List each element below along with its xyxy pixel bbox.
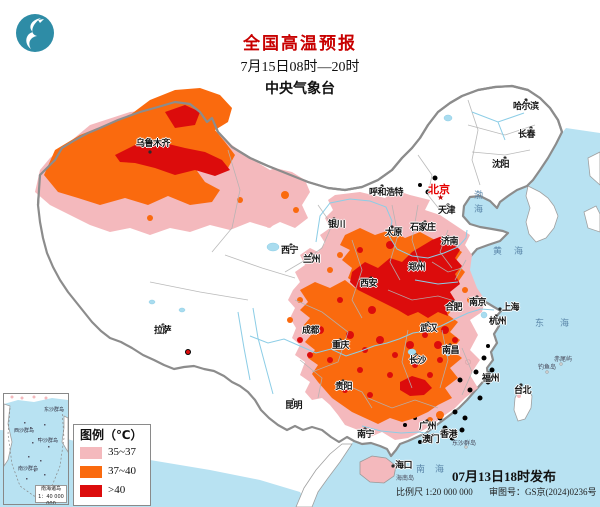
legend-swatch-pink <box>80 446 102 459</box>
approval-number: 审图号：GS京(2024)0236号 <box>489 487 597 497</box>
city-label-kunming: 昆明 <box>285 401 303 411</box>
city-label-jinan: 济南 <box>441 237 459 247</box>
sea-label-south-china-sea: 南海 <box>416 465 455 475</box>
city-label-beijing: 北京 <box>428 183 450 196</box>
city-label-haikou: 海口 <box>395 461 413 471</box>
map-scale-text: 比例尺 1:20 000 000 <box>396 487 473 497</box>
island-label-chiwei: 赤尾屿 <box>554 356 573 363</box>
inset-scale: 1：40 000 000 <box>38 493 64 505</box>
inset-label-nansha: 南沙群岛 <box>18 466 39 472</box>
legend-label: 35~37 <box>108 446 136 458</box>
legend-swatch-orange <box>80 465 102 478</box>
city-label-lhasa: 拉萨 <box>154 326 172 336</box>
zone-above-40 <box>115 105 462 398</box>
korea-peninsula <box>525 185 559 243</box>
legend-row: 35~37 <box>74 443 150 462</box>
capital-star-icon: ★ <box>437 193 445 202</box>
city-label-taiyuan: 太原 <box>385 228 403 238</box>
city-label-shenyang: 沈阳 <box>492 160 510 170</box>
city-label-tianjin: 天津 <box>438 206 456 216</box>
city-dots <box>148 98 533 468</box>
issue-time: 07月13日18时发布 <box>452 469 557 484</box>
province-borders <box>149 99 536 409</box>
legend-label: >40 <box>108 484 126 496</box>
inset-label-dongsha: 东沙群岛 <box>44 407 65 413</box>
sea-label-bohai: 渤海 <box>472 190 482 218</box>
city-label-nanjing: 南京 <box>469 298 487 308</box>
inset-label-zhongsha: 中沙群岛 <box>38 438 59 444</box>
city-label-harbin: 哈尔滨 <box>513 102 539 112</box>
south-china-sea-inset: 东沙群岛 西沙群岛 中沙群岛 南沙群岛 南海诸岛 1：40 000 000 <box>3 393 69 505</box>
city-label-yinchuan: 银川 <box>328 220 346 230</box>
japan-island <box>587 151 600 186</box>
city-label-hohhot: 呼和浩特 <box>369 188 404 198</box>
rivers <box>148 111 525 435</box>
legend-row: >40 <box>74 481 150 500</box>
legend-swatch-red <box>80 484 102 497</box>
city-label-xining: 西宁 <box>281 246 299 256</box>
city-label-macau: 澳门 <box>422 435 440 445</box>
legend: 图例（℃） 35~37 37~40 >40 <box>73 424 151 506</box>
inset-scale-box: 南海诸岛 1：40 000 000 <box>35 485 67 505</box>
legend-title: 图例（℃） <box>80 428 143 442</box>
inset-map <box>4 394 68 499</box>
city-label-chongqing: 重庆 <box>332 341 350 351</box>
sea-label-east-china-sea: 东海 <box>535 319 586 329</box>
japan-island-2 <box>583 205 600 233</box>
page-title: 全国高温预报 <box>243 34 357 54</box>
city-label-shijiazhuang: 石家庄 <box>410 223 436 233</box>
city-label-guangzhou: 广州 <box>419 422 437 432</box>
city-label-wuhan: 武汉 <box>420 324 438 334</box>
legend-label: 37~40 <box>108 465 136 477</box>
city-label-shanghai: 上海 <box>502 303 520 313</box>
agency-name: 中央气象台 <box>265 81 335 97</box>
city-label-urumqi: 乌鲁木齐 <box>136 139 171 149</box>
city-label-chengdu: 成都 <box>302 326 320 336</box>
island-label-dongsha: 东沙群岛 <box>452 440 477 447</box>
diaoyu-island-dot <box>545 370 549 374</box>
city-label-hongkong: 香港 <box>440 430 458 440</box>
city-label-changchun: 长春 <box>518 130 536 140</box>
city-label-hefei: 合肥 <box>445 303 463 313</box>
city-label-xian: 西安 <box>360 279 378 289</box>
dongsha-island-dot <box>464 445 468 449</box>
city-label-nanning: 南宁 <box>357 430 375 440</box>
island-label-diaoyu: 钓鱼岛 <box>538 364 557 371</box>
vietnam-coast <box>295 443 353 507</box>
city-label-zhengzhou: 郑州 <box>408 263 426 273</box>
inset-label-xisha: 西沙群岛 <box>14 428 35 434</box>
hainan-island <box>359 455 397 484</box>
sea-label-yellow-sea: 黄海 <box>493 247 536 257</box>
forecast-period: 7月15日08时—20时 <box>240 60 360 75</box>
national-border <box>36 84 564 206</box>
city-label-changsha: 长沙 <box>409 356 427 366</box>
city-label-hangzhou: 杭州 <box>489 317 507 327</box>
city-label-guiyang: 贵阳 <box>335 382 353 392</box>
city-label-taipei: 台北 <box>514 386 532 396</box>
city-label-fuzhou: 福州 <box>482 374 500 384</box>
city-label-nanchang: 南昌 <box>442 346 460 356</box>
island-label-hainandao: 海南岛 <box>396 475 415 482</box>
inset-title: 南海诸岛 <box>40 486 61 492</box>
city-label-lanzhou: 兰州 <box>303 255 321 265</box>
legend-row: 37~40 <box>74 462 150 481</box>
chiwei-island-dot <box>559 362 563 366</box>
